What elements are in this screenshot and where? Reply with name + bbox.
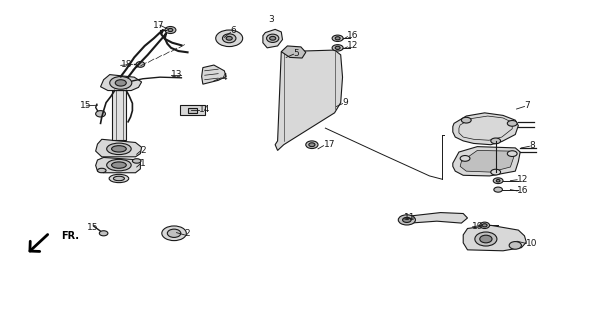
Ellipse shape: [107, 143, 131, 155]
Ellipse shape: [306, 141, 318, 148]
Ellipse shape: [107, 159, 131, 171]
Text: 15: 15: [80, 101, 92, 110]
Ellipse shape: [403, 217, 411, 222]
Text: 19: 19: [472, 222, 484, 231]
Ellipse shape: [332, 35, 343, 42]
Ellipse shape: [335, 37, 340, 40]
Ellipse shape: [112, 162, 126, 168]
Ellipse shape: [165, 27, 176, 34]
Polygon shape: [112, 90, 126, 140]
Text: 16: 16: [348, 31, 359, 40]
Polygon shape: [400, 212, 467, 223]
Text: 13: 13: [171, 70, 182, 79]
Text: FR.: FR.: [61, 231, 79, 241]
Polygon shape: [463, 225, 526, 251]
Ellipse shape: [99, 231, 108, 236]
Text: 3: 3: [268, 15, 274, 24]
Ellipse shape: [491, 169, 500, 175]
Polygon shape: [101, 75, 142, 91]
Ellipse shape: [475, 232, 497, 246]
Ellipse shape: [270, 36, 276, 40]
Ellipse shape: [266, 34, 279, 43]
Text: 7: 7: [524, 101, 530, 110]
Ellipse shape: [460, 156, 470, 161]
Ellipse shape: [136, 61, 145, 67]
Ellipse shape: [496, 180, 500, 182]
Ellipse shape: [168, 229, 181, 237]
Text: 4: 4: [221, 73, 227, 82]
Text: 10: 10: [526, 239, 538, 248]
Polygon shape: [180, 105, 204, 116]
Text: 5: 5: [293, 49, 299, 58]
Ellipse shape: [461, 117, 471, 123]
Polygon shape: [281, 46, 306, 58]
Text: 12: 12: [348, 41, 359, 51]
Ellipse shape: [493, 178, 503, 184]
Ellipse shape: [222, 34, 236, 43]
Text: 17: 17: [324, 140, 335, 149]
Text: 11: 11: [404, 213, 415, 222]
Text: 6: 6: [230, 27, 236, 36]
Text: 17: 17: [153, 21, 164, 30]
Ellipse shape: [133, 159, 141, 163]
Text: 18: 18: [121, 60, 132, 69]
Polygon shape: [263, 29, 282, 48]
Polygon shape: [275, 50, 343, 150]
Ellipse shape: [335, 46, 340, 50]
Ellipse shape: [96, 111, 106, 117]
Ellipse shape: [507, 121, 517, 126]
Polygon shape: [453, 113, 518, 145]
Text: 14: 14: [198, 105, 210, 114]
Ellipse shape: [226, 36, 232, 40]
Ellipse shape: [162, 226, 186, 241]
Text: 2: 2: [141, 146, 146, 155]
Ellipse shape: [98, 168, 106, 173]
Polygon shape: [96, 139, 142, 157]
Text: 8: 8: [529, 141, 535, 150]
Ellipse shape: [480, 222, 489, 228]
Ellipse shape: [109, 174, 129, 183]
Ellipse shape: [491, 138, 500, 144]
Ellipse shape: [112, 146, 126, 152]
Ellipse shape: [332, 45, 343, 51]
Ellipse shape: [216, 30, 243, 47]
Text: 1: 1: [141, 159, 146, 168]
Ellipse shape: [115, 80, 126, 86]
Polygon shape: [453, 147, 520, 176]
Ellipse shape: [480, 235, 492, 243]
Ellipse shape: [110, 76, 132, 89]
Ellipse shape: [309, 143, 315, 147]
Polygon shape: [96, 157, 141, 173]
Ellipse shape: [398, 215, 416, 225]
Polygon shape: [201, 65, 226, 84]
Ellipse shape: [482, 224, 487, 227]
Ellipse shape: [507, 151, 517, 156]
Text: 9: 9: [343, 98, 348, 107]
Ellipse shape: [114, 176, 125, 181]
Ellipse shape: [509, 242, 521, 249]
Ellipse shape: [494, 187, 502, 192]
Text: 16: 16: [517, 186, 529, 195]
Ellipse shape: [168, 28, 173, 32]
Text: 12: 12: [517, 175, 529, 184]
Polygon shape: [460, 150, 514, 172]
Polygon shape: [188, 108, 196, 113]
Text: 15: 15: [87, 223, 98, 232]
Text: 2: 2: [184, 229, 190, 238]
